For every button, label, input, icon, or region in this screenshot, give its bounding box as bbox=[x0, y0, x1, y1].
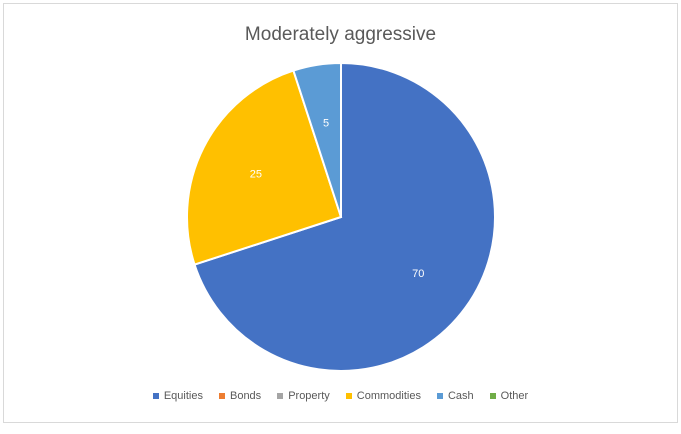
legend-swatch-cash bbox=[436, 393, 443, 399]
legend-item-equities: Equities bbox=[152, 390, 203, 402]
legend-label-equities: Equities bbox=[163, 390, 203, 402]
legend-item-bonds: Bonds bbox=[218, 390, 262, 402]
chart-title: Moderately aggressive bbox=[244, 24, 437, 45]
legend-item-other: Other bbox=[489, 390, 529, 402]
legend-label-cash: Cash bbox=[447, 390, 474, 402]
legend-swatch-equities bbox=[152, 393, 159, 399]
legend-label-property: Property bbox=[288, 390, 330, 402]
legend-label-bonds: Bonds bbox=[229, 390, 262, 402]
pie-slice-commodities bbox=[186, 69, 343, 266]
legend-label-other: Other bbox=[500, 390, 529, 402]
pie-slice-equities bbox=[193, 61, 496, 372]
legend-item-property: Property bbox=[277, 390, 330, 402]
data-label-commodities: 25 bbox=[250, 169, 262, 181]
legend-swatch-property bbox=[277, 393, 284, 399]
legend: Equities Bonds Property Commodities Cash Othe… bbox=[0, 390, 681, 402]
legend-swatch-bonds bbox=[218, 393, 225, 399]
legend-item-cash: Cash bbox=[436, 390, 474, 402]
pie-slice-cash bbox=[292, 61, 342, 218]
legend-label-commodities: Commodities bbox=[356, 390, 421, 402]
legend-item-commodities: Commodities bbox=[345, 390, 421, 402]
legend-swatch-other bbox=[489, 393, 496, 399]
legend-swatch-commodities bbox=[345, 393, 352, 399]
data-label-equities: 70 bbox=[412, 268, 424, 280]
data-label-cash: 5 bbox=[323, 118, 329, 130]
